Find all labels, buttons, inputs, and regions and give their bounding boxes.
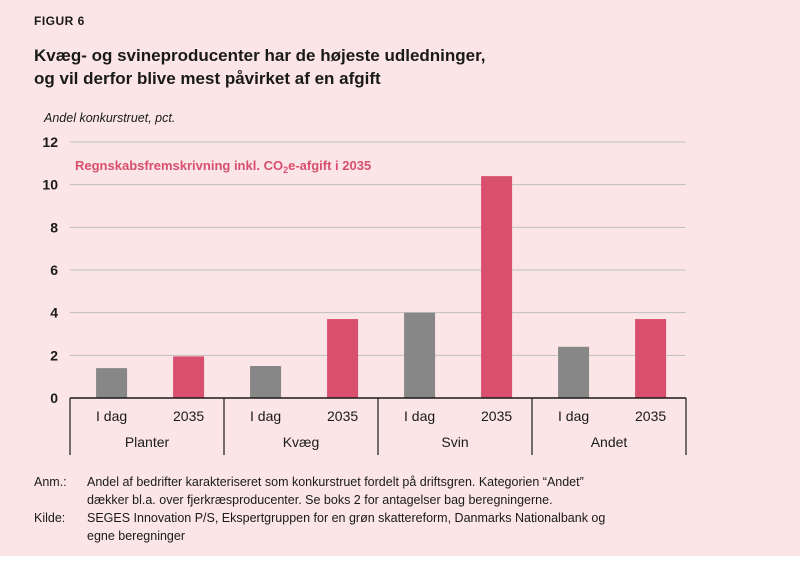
group-label-kvæg: Kvæg — [283, 434, 320, 450]
y-tick-label-10: 10 — [42, 177, 58, 193]
x-sub-label: I dag — [558, 408, 589, 424]
group-label-andet: Andet — [591, 434, 628, 450]
note-anm-key: Anm.: — [34, 475, 67, 489]
note-anm-line-2: dækker bl.a. over fjerkræsproducenter. S… — [87, 493, 553, 507]
y-tick-label-6: 6 — [50, 262, 58, 278]
title-line-1: Kvæg- og svineproducenter har de højeste… — [34, 46, 486, 65]
bar-svin-2035 — [481, 176, 513, 398]
x-sub-label: I dag — [96, 408, 127, 424]
bar-planter-i-dag — [96, 368, 128, 398]
bar-svin-i-dag — [404, 312, 436, 398]
y-tick-label-12: 12 — [42, 134, 58, 150]
note-kilde-line-2: egne beregninger — [87, 529, 185, 543]
bar-planter-2035 — [173, 356, 205, 398]
chart-title: Kvæg- og svineproducenter har de højeste… — [34, 44, 774, 90]
y-tick-label-8: 8 — [50, 219, 58, 235]
x-sub-label: 2035 — [635, 408, 666, 424]
bottom-rule — [0, 556, 800, 561]
y-tick-label-4: 4 — [50, 305, 58, 321]
x-sub-label: 2035 — [481, 408, 512, 424]
note-anm: Anm.: Andel af bedrifter karakteriseret … — [34, 473, 774, 509]
group-label-svin: Svin — [441, 434, 468, 450]
y-tick-label-0: 0 — [50, 390, 58, 406]
bar-andet-2035 — [635, 319, 667, 398]
x-sub-label: 2035 — [327, 408, 358, 424]
bar-andet-i-dag — [558, 346, 590, 398]
note-kilde-line-1: SEGES Innovation P/S, Ekspertgruppen for… — [87, 511, 606, 525]
bar-kvæg-i-dag — [250, 366, 282, 398]
note-kilde: Kilde: SEGES Innovation P/S, Ekspertgrup… — [34, 509, 774, 545]
x-sub-label: 2035 — [173, 408, 204, 424]
y-tick-label-2: 2 — [50, 347, 58, 363]
bar-chart: Andel konkurstruet, pct. 0 2 4 6 8 10 12 Regnska… — [42, 111, 687, 455]
y-axis-label: Andel konkurstruet, pct. — [43, 111, 175, 125]
bar-kvæg-2035 — [327, 319, 359, 398]
note-kilde-key: Kilde: — [34, 511, 66, 525]
note-anm-line-1: Andel af bedrifter karakteriseret som ko… — [87, 475, 584, 489]
figure-label: FIGUR 6 — [34, 14, 85, 28]
x-sub-label: I dag — [404, 408, 435, 424]
group-label-planter: Planter — [125, 434, 170, 450]
title-line-2: og vil derfor blive mest påvirket af en … — [34, 69, 381, 88]
annotation-label: Regnskabsfremskrivning inkl. CO2e-afgift… — [75, 158, 371, 175]
x-sub-label: I dag — [250, 408, 281, 424]
notes: Anm.: Andel af bedrifter karakteriseret … — [34, 473, 774, 545]
